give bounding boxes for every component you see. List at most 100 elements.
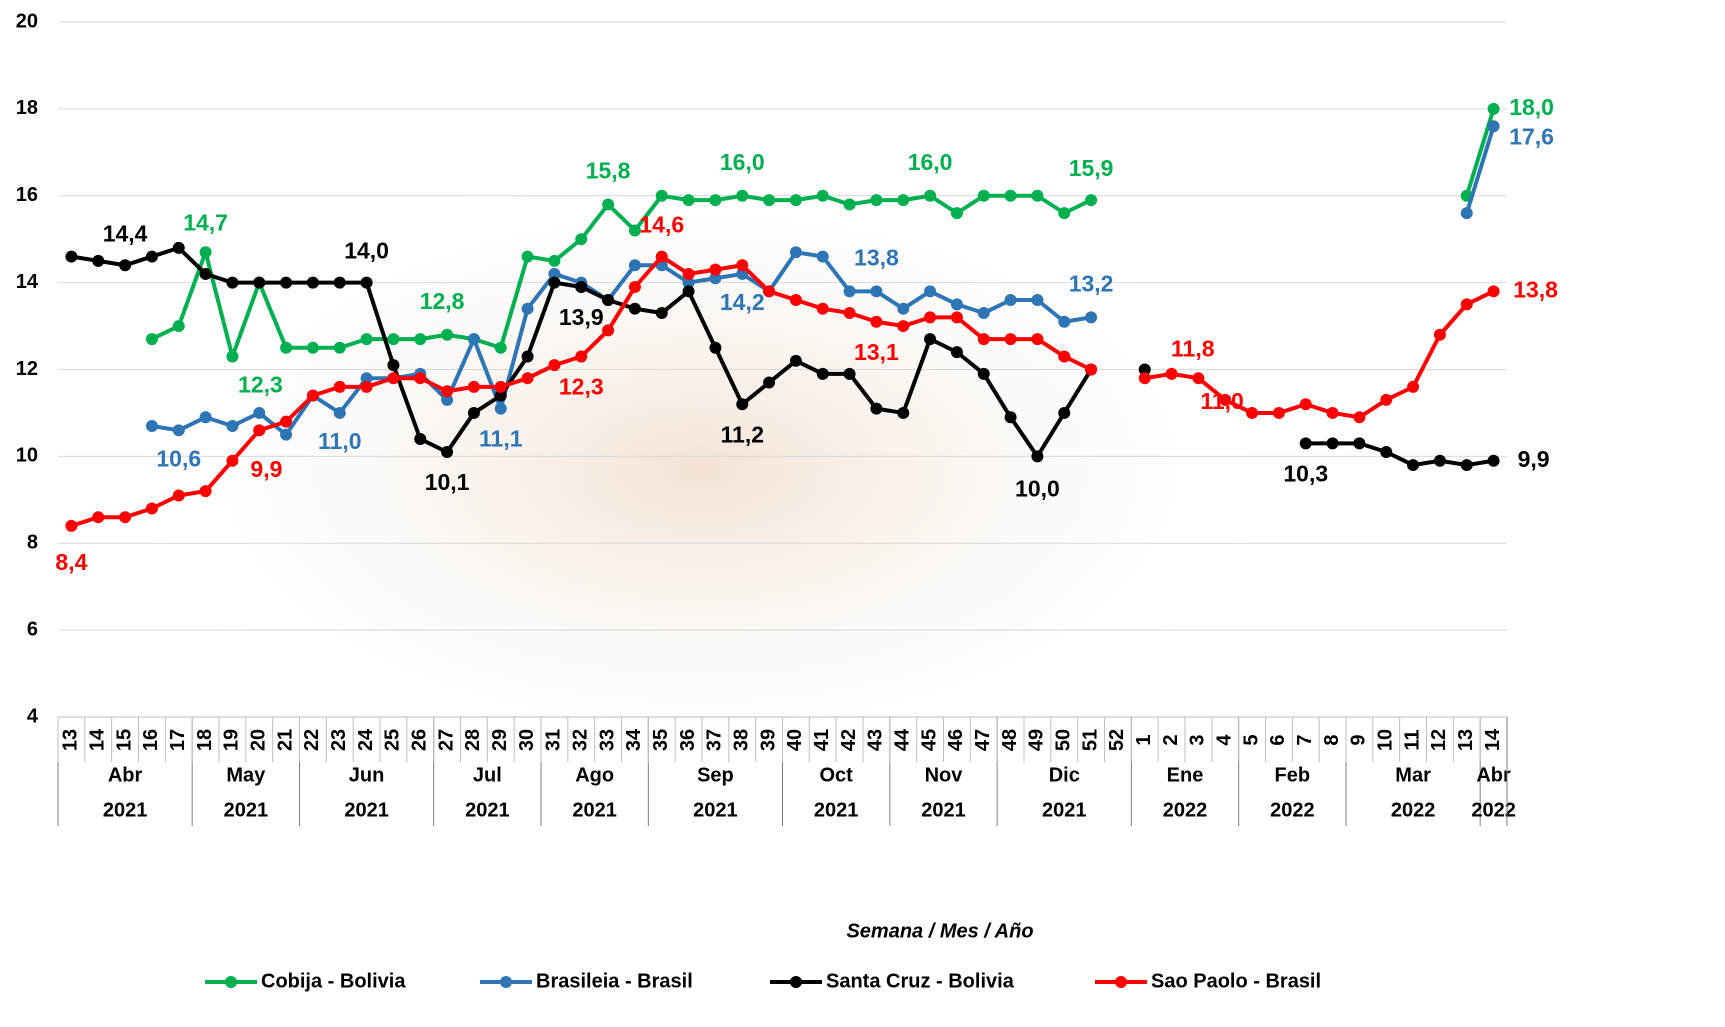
y-tick-label: 16 (16, 184, 38, 206)
x-tick-label: 20 (248, 729, 270, 751)
x-tick-label: 19 (221, 729, 243, 751)
data-point (253, 277, 265, 289)
data-point (522, 303, 534, 315)
year-label: 2021 (224, 799, 269, 821)
data-label: 14,0 (344, 238, 389, 264)
data-point (1380, 394, 1392, 406)
data-point (173, 320, 185, 332)
data-label: 12,3 (238, 372, 283, 398)
data-point (790, 355, 802, 367)
x-tick-label: 48 (999, 729, 1021, 751)
data-point (978, 190, 990, 202)
month-label: Abr (1476, 764, 1511, 786)
data-point (226, 350, 238, 362)
data-point (92, 255, 104, 267)
x-tick-label: 3 (1187, 734, 1209, 745)
x-tick-label: 17 (167, 729, 189, 751)
x-tick-label: 4 (1214, 734, 1236, 746)
legend-marker (500, 976, 512, 988)
x-tick-label: 13 (1455, 729, 1477, 751)
data-point (656, 251, 668, 263)
data-point (468, 381, 480, 393)
x-tick-label: 18 (194, 729, 216, 751)
x-tick-label: 39 (757, 729, 779, 751)
data-point (1058, 316, 1070, 328)
x-tick-label: 41 (811, 729, 833, 751)
data-point (414, 372, 426, 384)
data-label: 13,9 (559, 304, 604, 330)
data-point (468, 407, 480, 419)
data-point (280, 429, 292, 441)
month-label: Ago (575, 764, 614, 786)
y-tick-label: 12 (16, 358, 38, 380)
data-label: 14,6 (639, 212, 684, 238)
data-point (602, 198, 614, 210)
year-label: 2021 (344, 799, 389, 821)
month-label: Dic (1049, 764, 1080, 786)
data-point (924, 333, 936, 345)
data-point (226, 455, 238, 467)
data-point (361, 277, 373, 289)
data-point (65, 251, 77, 263)
y-tick-label: 4 (27, 705, 39, 727)
year-label: 2022 (1471, 799, 1516, 821)
data-label: 11,2 (721, 421, 765, 447)
data-label: 9,9 (250, 456, 282, 482)
y-tick-label: 8 (27, 532, 38, 554)
data-point (978, 333, 990, 345)
x-tick-label: 34 (623, 728, 645, 751)
data-point (522, 350, 534, 362)
data-label: 11,0 (1200, 388, 1244, 414)
data-point (844, 368, 856, 380)
data-point (200, 485, 212, 497)
legend-marker (225, 976, 237, 988)
data-label: 16,0 (720, 149, 765, 175)
legend-label: Brasileia - Brasil (536, 970, 693, 992)
data-point (468, 333, 480, 345)
data-point (924, 285, 936, 297)
data-point (1300, 398, 1312, 410)
x-tick-label: 5 (1240, 734, 1262, 745)
data-point (522, 251, 534, 263)
x-tick-label: 45 (918, 729, 940, 751)
x-tick-label: 7 (1294, 734, 1316, 745)
data-point (146, 420, 158, 432)
data-point (683, 194, 695, 206)
data-point (173, 489, 185, 501)
data-point (870, 316, 882, 328)
year-label: 2021 (572, 799, 617, 821)
data-point (200, 411, 212, 423)
x-tick-label: 27 (435, 729, 457, 751)
data-point (790, 294, 802, 306)
x-tick-label: 43 (865, 729, 887, 751)
data-point (495, 342, 507, 354)
data-point (629, 303, 641, 315)
data-point (1005, 294, 1017, 306)
x-tick-label: 9 (1348, 734, 1370, 745)
month-label: Jun (349, 764, 385, 786)
data-point (1005, 190, 1017, 202)
data-point (978, 368, 990, 380)
data-point (1461, 459, 1473, 471)
x-tick-label: 21 (274, 729, 296, 751)
data-point (763, 194, 775, 206)
x-tick-label: 8 (1321, 734, 1343, 745)
data-point (334, 407, 346, 419)
data-point (1031, 333, 1043, 345)
data-point (897, 320, 909, 332)
data-point (575, 350, 587, 362)
chart: Semana / Mes / Año 468101214161820131415… (0, 0, 1725, 1027)
data-point (683, 268, 695, 280)
data-label: 10,0 (1015, 475, 1060, 501)
data-point (173, 242, 185, 254)
data-point (1246, 407, 1258, 419)
month-label: Mar (1395, 764, 1431, 786)
data-point (870, 194, 882, 206)
x-tick-label: 14 (1482, 728, 1504, 751)
data-point (1488, 285, 1500, 297)
data-label: 10,3 (1283, 460, 1328, 486)
month-label: Jul (473, 764, 502, 786)
data-point (200, 246, 212, 258)
data-point (146, 503, 158, 515)
data-point (709, 264, 721, 276)
